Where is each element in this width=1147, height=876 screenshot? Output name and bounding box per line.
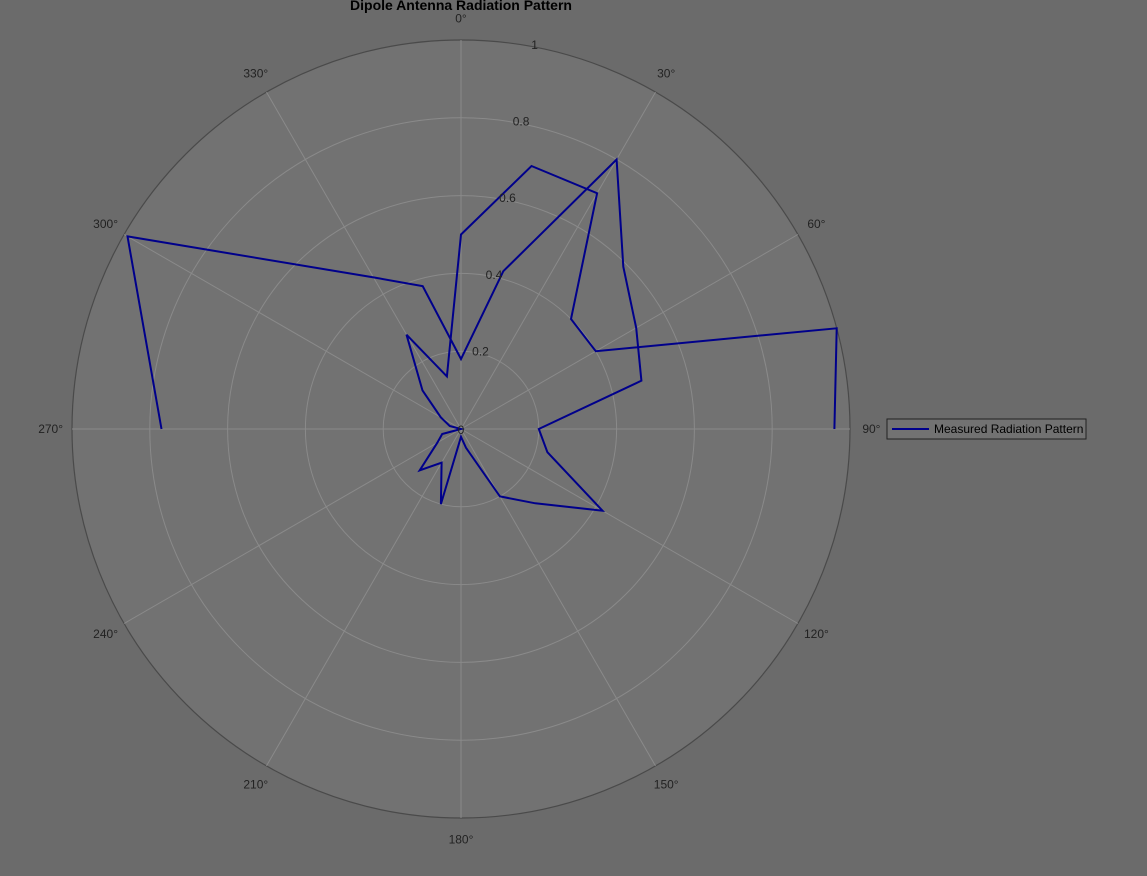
theta-grid-line	[266, 428, 462, 767]
r-tick-label: 1	[531, 38, 538, 52]
theta-tick-label: 60°	[807, 217, 825, 231]
chart-title: Dipole Antenna Radiation Pattern	[350, 0, 572, 13]
theta-tick-label: 240°	[93, 627, 118, 641]
theta-tick-label: 30°	[657, 67, 675, 81]
series-line	[126, 157, 838, 512]
theta-grid-line	[460, 91, 656, 430]
r-tick-label: 0.4	[486, 268, 503, 282]
theta-tick-label: 270°	[38, 422, 63, 436]
theta-grid-line	[460, 428, 799, 624]
theta-grid-line	[266, 91, 462, 430]
theta-tick-label: 300°	[93, 217, 118, 231]
theta-tick-label: 330°	[243, 67, 268, 81]
theta-tick-label: 120°	[804, 627, 829, 641]
r-tick-label: 0.8	[513, 115, 530, 129]
legend-box	[886, 418, 1087, 440]
tick-labels: 0° 30° 60° 90° 120° 150° 180° 210° 240° 270° 300° 3…	[38, 12, 880, 847]
legend: Measured Radiation Pattern	[886, 418, 1087, 440]
series-layer	[126, 157, 838, 512]
r-tick-label: 0.2	[472, 344, 489, 358]
theta-tick-label: 210°	[243, 777, 268, 791]
theta-grid-line	[123, 234, 462, 430]
theta-tick-label: 150°	[654, 777, 679, 791]
theta-grid-line	[123, 428, 462, 624]
theta-grid-line	[460, 234, 799, 430]
r-tick-label: 0	[458, 423, 465, 437]
theta-tick-label: 0°	[455, 12, 467, 26]
theta-grid-line	[460, 428, 656, 767]
legend-label: Measured Radiation Pattern	[934, 422, 1083, 436]
r-tick-label: 0.6	[499, 191, 516, 205]
theta-tick-label: 90°	[862, 422, 880, 436]
theta-tick-label: 180°	[449, 832, 474, 846]
